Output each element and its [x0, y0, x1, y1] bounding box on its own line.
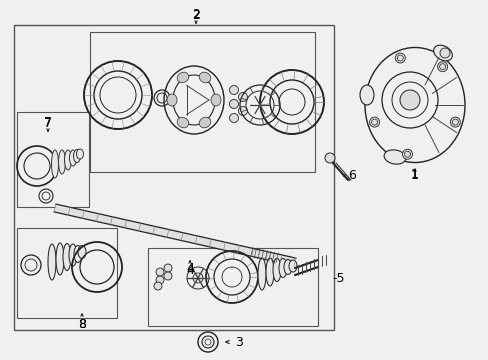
Bar	[17, 228, 117, 318]
Ellipse shape	[199, 72, 210, 83]
Ellipse shape	[258, 258, 265, 290]
Ellipse shape	[433, 45, 451, 61]
Circle shape	[325, 153, 334, 163]
Ellipse shape	[177, 117, 188, 128]
Circle shape	[437, 62, 447, 72]
Circle shape	[238, 107, 247, 116]
Circle shape	[238, 93, 247, 102]
Ellipse shape	[64, 150, 71, 170]
Circle shape	[229, 99, 238, 108]
Circle shape	[156, 276, 163, 284]
Text: 1: 1	[410, 168, 418, 181]
Circle shape	[156, 268, 163, 276]
Ellipse shape	[359, 85, 373, 105]
Text: 7: 7	[44, 116, 52, 129]
Text: 3: 3	[235, 336, 243, 348]
Text: 8: 8	[78, 318, 86, 330]
Text: 1: 1	[410, 167, 418, 180]
Ellipse shape	[74, 246, 82, 262]
Bar	[17, 112, 89, 207]
Ellipse shape	[73, 149, 81, 162]
Text: -5: -5	[331, 271, 344, 284]
Circle shape	[449, 117, 460, 127]
Circle shape	[369, 117, 379, 127]
Bar	[90, 32, 314, 172]
Circle shape	[394, 53, 405, 63]
Text: 2: 2	[192, 8, 200, 21]
Circle shape	[163, 272, 172, 280]
Ellipse shape	[364, 48, 464, 162]
Circle shape	[229, 113, 238, 122]
Ellipse shape	[279, 258, 286, 278]
Ellipse shape	[48, 244, 56, 280]
Ellipse shape	[288, 260, 296, 272]
Circle shape	[402, 149, 412, 159]
Ellipse shape	[265, 258, 273, 286]
Ellipse shape	[78, 246, 86, 258]
Text: 8: 8	[78, 319, 86, 332]
Ellipse shape	[210, 94, 221, 106]
Text: 4: 4	[185, 262, 194, 275]
Ellipse shape	[167, 94, 177, 106]
Ellipse shape	[272, 258, 281, 282]
Ellipse shape	[177, 72, 188, 83]
Text: 6: 6	[347, 168, 355, 181]
Circle shape	[439, 48, 449, 58]
Ellipse shape	[51, 150, 59, 178]
Ellipse shape	[59, 150, 65, 174]
Bar	[14, 25, 333, 330]
Circle shape	[163, 264, 172, 272]
Ellipse shape	[56, 243, 64, 275]
Text: 2: 2	[192, 9, 200, 22]
Ellipse shape	[199, 117, 210, 128]
Ellipse shape	[69, 244, 77, 266]
Text: 4: 4	[185, 264, 194, 276]
Ellipse shape	[76, 149, 83, 159]
Circle shape	[154, 282, 162, 290]
Text: 7: 7	[44, 117, 52, 130]
Ellipse shape	[284, 260, 291, 274]
Circle shape	[399, 90, 419, 110]
Ellipse shape	[63, 243, 71, 270]
Polygon shape	[54, 204, 295, 266]
Bar	[148, 248, 317, 326]
Circle shape	[229, 86, 238, 95]
Ellipse shape	[383, 150, 405, 164]
Ellipse shape	[69, 150, 76, 166]
